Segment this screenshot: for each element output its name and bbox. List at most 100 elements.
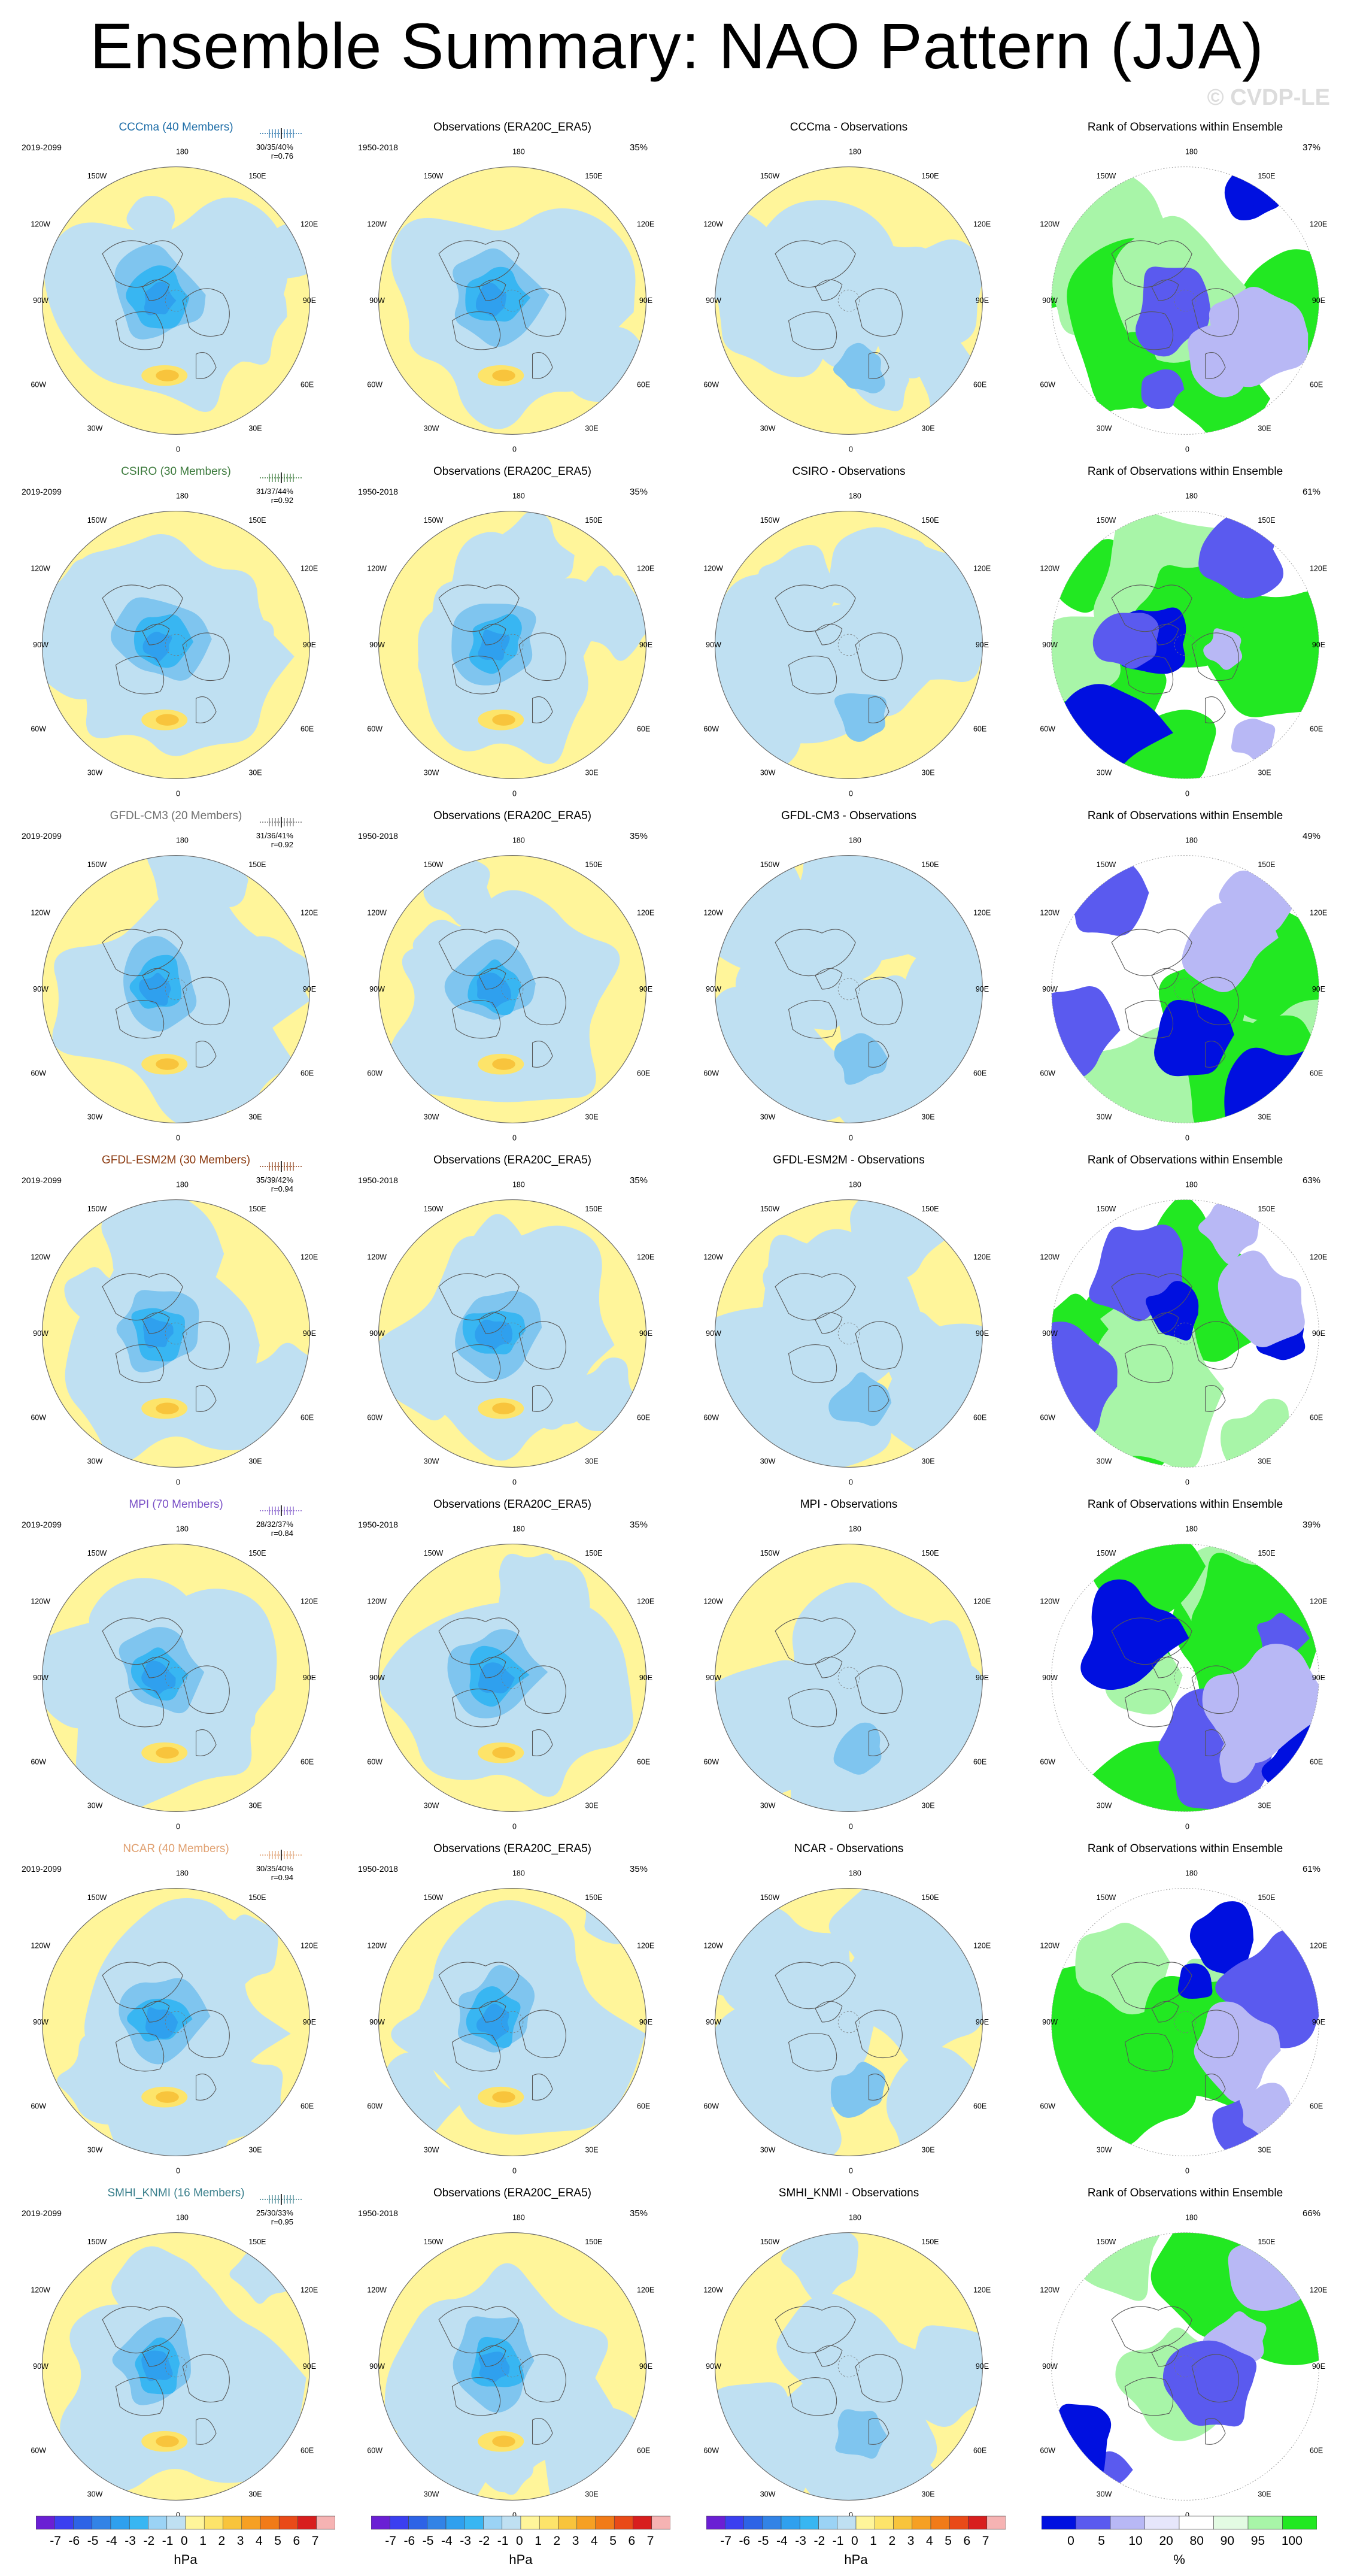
panel-title: Observations (ERA20C_ERA5)	[433, 465, 591, 478]
ensemble-spread-glyph	[260, 128, 303, 139]
polar-map: 180 0 90W 90E 150W 150E 120W 120E 60W 60E 30W 30E	[31, 492, 318, 798]
colorbar-hpa-3: -7 -6 -5 -4 -3 -2 -1 0 1 2 3 4 5 6 7 hPa	[706, 2513, 1006, 2572]
colorbar-swatch	[1144, 2516, 1180, 2530]
map-tick-label: 120W	[703, 909, 723, 917]
map-tick-label: 90W	[369, 2362, 385, 2371]
map-tick-label: 0	[849, 789, 853, 798]
pattern-correlation: r=0.94	[271, 1873, 293, 1882]
panel-percent: 61%	[1303, 487, 1321, 497]
map-tick-label: 150W	[760, 860, 780, 869]
colorbar-tick-label: -5	[87, 2534, 99, 2548]
colorbar-swatches	[371, 2516, 670, 2530]
map-tick-label: 60W	[703, 1413, 719, 1422]
colorbar-tick-label: 0	[516, 2534, 523, 2548]
map-tick-label: 30E	[585, 2146, 598, 2154]
map-tick-label: 0	[1185, 2511, 1189, 2519]
polar-map: 180 0 90W 90E 150W 150E 120W 120E 60W 60E 30W 30E	[703, 147, 991, 453]
map-tick-label: 150W	[760, 516, 780, 525]
colorbar-swatch	[855, 2516, 875, 2530]
panel-rank: Rank of Observations within Ensemble 61% 1…	[1021, 465, 1349, 810]
map-tick-label: 120E	[1310, 1598, 1327, 1606]
map-tick-label: 150W	[87, 860, 107, 869]
panel-years: 2019-2099	[22, 1520, 62, 1529]
panel-rank: Rank of Observations within Ensemble 39% 1…	[1021, 1498, 1349, 1842]
panel-stats: 31/37/44% r=0.92	[251, 487, 293, 505]
colorbar-tick-label: 95	[1250, 2534, 1265, 2548]
map-tick-label: 0	[512, 2511, 517, 2519]
polar-map: 180 0 90W 90E 150W 150E 120W 120E 60W 60E 30W 30E	[367, 1525, 654, 1831]
colorbar-tick-label: 0	[851, 2534, 858, 2548]
map-tick-label: 90E	[976, 1674, 989, 1682]
colorbar-hpa-2: -7 -6 -5 -4 -3 -2 -1 0 1 2 3 4 5 6 7 hPa	[371, 2513, 670, 2572]
map-tick-label: 180	[176, 836, 189, 844]
map-tick-label: 30W	[760, 2490, 776, 2499]
map-tick-label: 120W	[367, 565, 387, 573]
colorbar-tick-label: -5	[757, 2534, 769, 2548]
map-tick-label: 0	[849, 2511, 853, 2519]
colorbar-swatch	[1247, 2516, 1283, 2530]
map-tick-label: 90W	[369, 296, 385, 305]
colorbar-swatch	[633, 2516, 652, 2530]
colorbar-swatch	[968, 2516, 988, 2530]
map-tick-label: 30E	[921, 1457, 934, 1466]
panel-rank: Rank of Observations within Ensemble 63% 1…	[1021, 1154, 1349, 1498]
map-tick-label: 60W	[1040, 2102, 1055, 2110]
map-tick-label: 30E	[921, 2146, 934, 2154]
colorbar-swatch	[260, 2516, 280, 2530]
polar-map: 180 0 90W 90E 150W 150E 120W 120E 60W 60E 30W 30E	[703, 492, 991, 798]
colorbar-swatch	[930, 2516, 950, 2530]
map-tick-label: 30E	[585, 2490, 598, 2499]
map-tick-label: 60E	[300, 1413, 314, 1422]
map-tick-label: 150E	[921, 1893, 939, 1902]
map-tick-label: 150E	[921, 1549, 939, 1557]
map-tick-label: 90W	[369, 1329, 385, 1338]
map-tick-label: 120W	[367, 1253, 387, 1262]
colorbar-swatch	[389, 2516, 409, 2530]
panel-percent: 39%	[1303, 1520, 1321, 1530]
map-tick-label: 90W	[706, 641, 721, 649]
map-tick-label: 120W	[31, 1253, 50, 1262]
map-tick-label: 90W	[369, 641, 385, 649]
map-tick-label: 30W	[87, 425, 103, 433]
colorbar-swatch	[986, 2516, 1006, 2530]
map-tick-label: 60W	[1040, 1069, 1055, 1077]
colorbar-swatch	[818, 2516, 838, 2530]
panel-title: Rank of Observations within Ensemble	[1087, 1498, 1283, 1511]
map-tick-label: 120E	[973, 2286, 991, 2295]
map-tick-label: 30W	[1097, 2490, 1112, 2499]
map-tick-label: 30W	[87, 769, 103, 777]
polar-map: 180 0 90W 90E 150W 150E 120W 120E 60W 60E 30W 30E	[703, 1180, 991, 1486]
map-tick-label: 150E	[248, 1549, 266, 1557]
map-tick-label: 150E	[1258, 172, 1275, 180]
map-tick-label: 90E	[639, 2018, 652, 2026]
colorbar-unit: hPa	[844, 2552, 868, 2567]
panel-title: CSIRO (30 Members)	[121, 465, 231, 478]
map-tick-label: 90E	[1312, 2362, 1325, 2371]
panel-years: 2019-2099	[22, 2208, 62, 2218]
map-tick-label: 150E	[1258, 1893, 1275, 1902]
map-tick-label: 90E	[639, 296, 652, 305]
map-tick-label: 120W	[703, 1598, 723, 1606]
map-tick-label: 120E	[1310, 565, 1327, 573]
colorbar-tick-label: 7	[982, 2534, 989, 2548]
map-tick-label: 150E	[585, 1893, 602, 1902]
map-tick-label: 90W	[369, 1674, 385, 1682]
ensemble-spread-glyph	[260, 1505, 303, 1516]
colorbar-tick-label: -7	[720, 2534, 731, 2548]
colorbar-tick-label: -1	[832, 2534, 844, 2548]
map-tick-label: 90W	[33, 1329, 48, 1338]
map-tick-label: 120E	[1310, 2286, 1327, 2295]
colorbar-tick-label: -6	[403, 2534, 415, 2548]
panel-model: MPI (70 Members) 2019-2099 28/32/37% r=0.84…	[12, 1498, 340, 1842]
polar-map: 180 0 90W 90E 150W 150E 120W 120E 60W 60E 30W 30E	[703, 2213, 991, 2519]
map-tick-label: 150W	[1097, 860, 1116, 869]
map-tick-label: 150E	[585, 1549, 602, 1557]
map-tick-label: 150W	[424, 2238, 444, 2246]
map-tick-label: 60W	[31, 725, 46, 733]
colorbar-tick-label: -3	[460, 2534, 471, 2548]
pattern-correlation: r=0.92	[271, 840, 293, 849]
map-tick-label: 180	[849, 2213, 861, 2222]
colorbar-rank: 0 5 10 20 80 90 95 100%	[1042, 2513, 1317, 2572]
panel-diff: CSIRO - Observations 180 0 90W 90E 150W 150E 12…	[685, 465, 1013, 810]
colorbar-tick-label: 4	[256, 2534, 263, 2548]
